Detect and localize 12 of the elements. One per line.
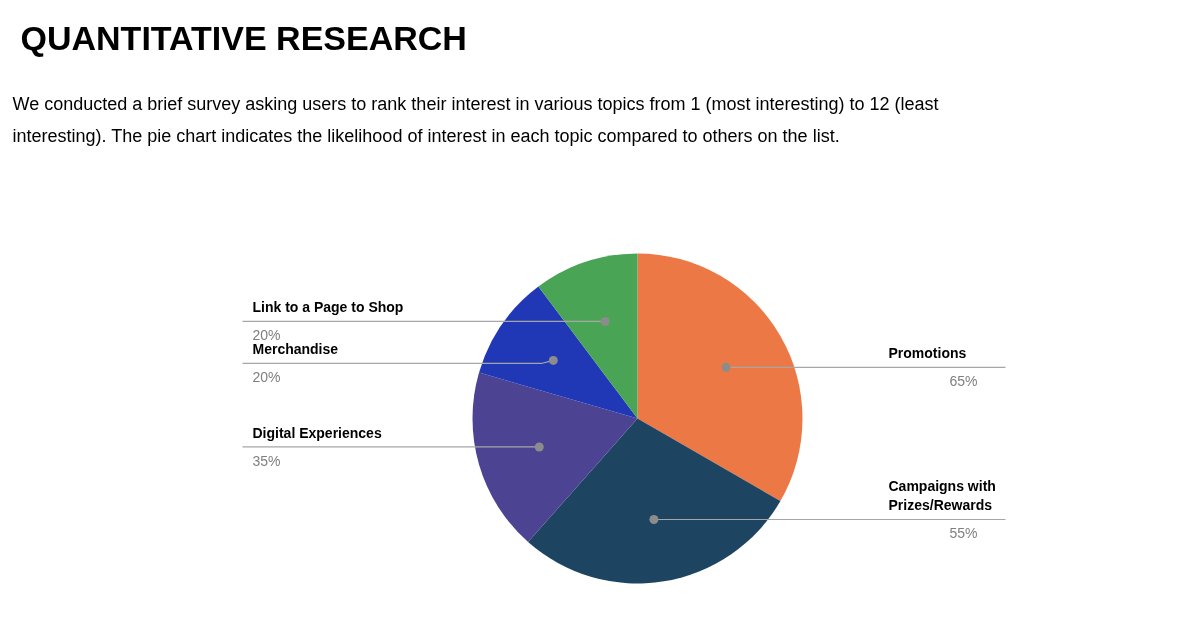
- data-label: 35%: [252, 452, 281, 469]
- slice-label: Promotions: [888, 345, 967, 362]
- slice-label: Digital Experiences: [252, 424, 382, 441]
- data-label: 20%: [252, 369, 281, 386]
- data-label: 20%: [252, 327, 281, 344]
- data-label: 65%: [949, 373, 978, 390]
- slice-label: Campaigns with Prizes/Rewards: [888, 478, 996, 514]
- chart-title: QUANTITATIVE RESEARCH: [20, 18, 467, 57]
- slice-label: Merchandise: [252, 341, 339, 358]
- data-label: 55%: [949, 525, 978, 542]
- slice-label: Link to a Page to Shop: [252, 299, 404, 316]
- chart-subtitle: We conducted a brief survey asking users to rank their interest in various topics from 1 (most interesting) to 12 (least interesting). The pie chart indicates the likelihood of interest in each topic compared to others on the list.: [12, 93, 939, 146]
